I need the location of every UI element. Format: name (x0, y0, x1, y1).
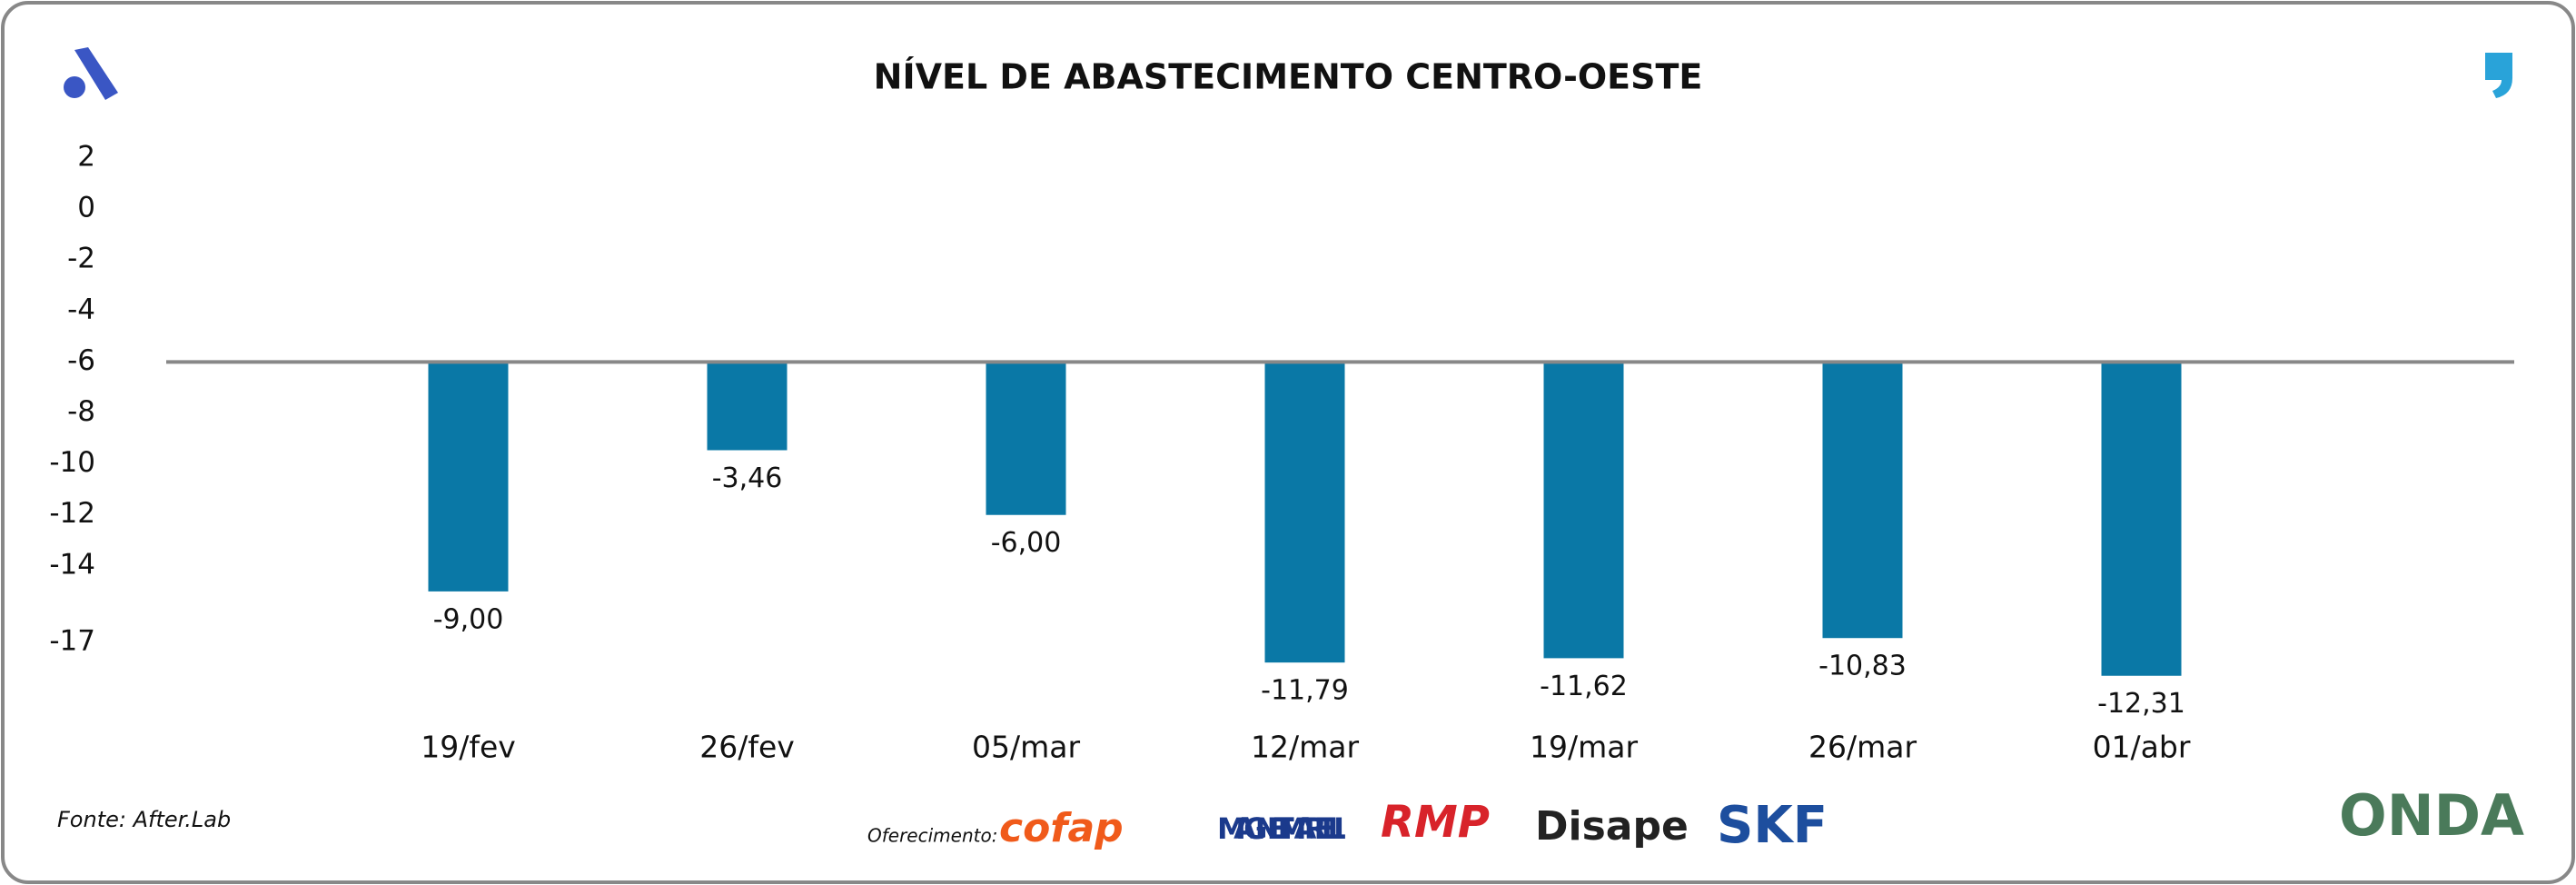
value-label: -6,00 (991, 527, 1062, 559)
partner-logo: ONDA (2339, 782, 2524, 849)
bar (2101, 362, 2182, 676)
x-tick-label: 26/fev (699, 730, 795, 765)
value-label: -11,62 (1540, 671, 1628, 702)
y-tick-label: -2 (67, 243, 95, 275)
value-label: -11,79 (1261, 675, 1349, 707)
value-label: -12,31 (2097, 688, 2185, 720)
value-label: -10,83 (1818, 651, 1907, 682)
bar (986, 362, 1066, 515)
sponsor-label: Oferecimento: (867, 825, 997, 847)
y-tick-label: -8 (67, 395, 95, 428)
y-tick-label: -14 (49, 548, 95, 581)
sponsor-logo: cofap (999, 805, 1124, 851)
bar (428, 362, 509, 592)
sponsor-logo: RMP (1381, 797, 1490, 848)
x-tick-label: 26/mar (1808, 730, 1917, 765)
bar (707, 362, 788, 451)
x-tick-label: 19/mar (1530, 730, 1638, 765)
x-tick-label: 12/mar (1251, 730, 1359, 765)
bar (1543, 362, 1624, 659)
y-tick-label: -10 (49, 446, 95, 479)
y-tick-label: -17 (49, 625, 95, 658)
chart-title: NÍVEL DE ABASTECIMENTO CENTRO-OESTE (874, 57, 1703, 97)
x-tick-label: 05/mar (972, 730, 1080, 765)
y-tick-label: -12 (49, 497, 95, 530)
quote-icon (2485, 53, 2512, 98)
value-label: -9,00 (433, 603, 504, 635)
x-tick-label: 01/abr (2093, 730, 2191, 765)
y-tick-label: 2 (77, 141, 95, 174)
x-tick-label: 19/fev (421, 730, 516, 765)
sponsor-logo: MAGNETI MARELLI (1217, 811, 1346, 846)
y-tick-label: -4 (67, 293, 95, 326)
brand-logo (64, 47, 118, 100)
value-label: -3,46 (712, 462, 783, 494)
bar (1822, 362, 1903, 639)
source: Fonte: After.Lab (57, 807, 231, 832)
sponsor-logo: SKF (1717, 796, 1828, 855)
sponsor-logo: Disape (1535, 803, 1689, 850)
y-tick-label: -6 (67, 344, 95, 377)
bar (1264, 362, 1345, 663)
y-tick-label: 0 (77, 192, 95, 224)
